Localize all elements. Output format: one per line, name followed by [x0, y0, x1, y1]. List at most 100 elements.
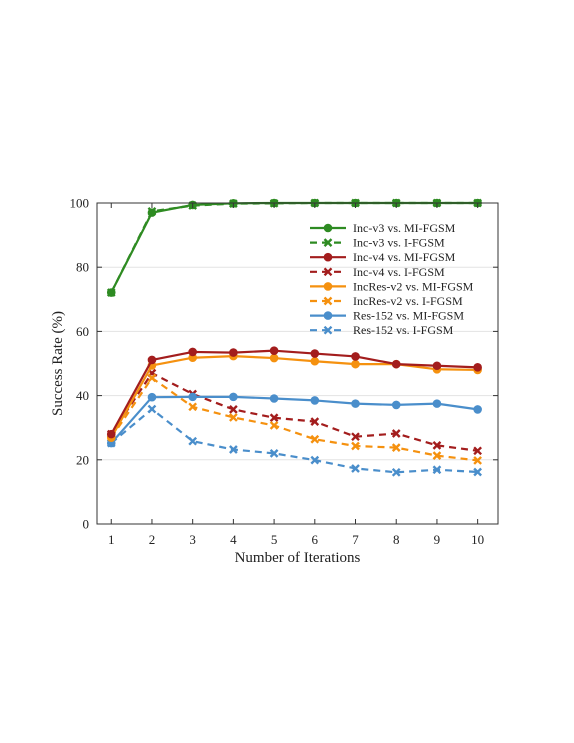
data-point	[106, 288, 116, 297]
data-point	[229, 405, 238, 414]
data-point	[229, 392, 238, 402]
x-tick-label: 2	[149, 532, 156, 547]
data-point	[229, 348, 238, 357]
legend-label: Inc-v4 vs. I-FGSM	[353, 265, 445, 279]
data-point	[391, 467, 401, 477]
legend-label: Inc-v3 vs. I-FGSM	[353, 236, 445, 250]
x-axis-title: Number of Iterations	[235, 550, 361, 566]
data-point	[391, 400, 401, 410]
data-point	[432, 399, 442, 408]
data-point	[310, 455, 320, 465]
data-point	[229, 445, 238, 454]
data-point	[473, 363, 482, 372]
y-axis-title: Success Rate (%)	[50, 311, 66, 416]
x-tick-label: 3	[189, 532, 196, 547]
data-point	[269, 353, 279, 363]
data-point	[310, 434, 320, 444]
data-point	[188, 436, 198, 446]
series-line	[110, 407, 478, 474]
y-tick-label: 40	[76, 388, 89, 403]
legend-entry: Res-152 vs. I-FGSM	[310, 323, 454, 337]
data-point	[188, 392, 197, 402]
series-3	[106, 346, 482, 439]
legend-marker	[323, 311, 333, 320]
series-line	[110, 395, 478, 444]
data-point	[391, 443, 401, 452]
legend-label: Res-152 vs. I-FGSM	[353, 323, 454, 337]
legend-entry: Inc-v3 vs. I-FGSM	[310, 236, 445, 250]
y-tick-label: 20	[76, 452, 89, 467]
legend-marker	[323, 282, 333, 291]
data-point	[351, 352, 360, 361]
axes: 0 20 40 60 80 100 1 2 3 4 5 6 7 8 9 10	[70, 196, 498, 547]
legend-marker	[323, 325, 333, 335]
x-tick-label: 5	[271, 532, 278, 547]
x-tick-label: 10	[471, 532, 484, 547]
data-point	[473, 467, 482, 477]
x-tick-label: 4	[230, 532, 237, 547]
x-tick-label: 1	[108, 532, 115, 547]
data-point	[269, 394, 279, 403]
data-point	[351, 464, 360, 473]
data-point	[269, 346, 279, 355]
series-7	[106, 392, 482, 448]
legend-label: IncRes-v2 vs. MI-FGSM	[353, 279, 474, 293]
series-line	[110, 376, 478, 462]
legend-entry: IncRes-v2 vs. MI-FGSM	[310, 279, 474, 293]
data-point	[310, 349, 320, 358]
y-tick-label: 100	[70, 196, 90, 211]
data-point	[269, 421, 279, 430]
legend-marker	[323, 296, 333, 306]
data-point	[147, 392, 157, 402]
legend-entry: Inc-v4 vs. I-FGSM	[310, 265, 445, 279]
data-point	[229, 413, 238, 422]
legend-marker	[323, 238, 333, 247]
legend-entry: Res-152 vs. MI-FGSM	[310, 309, 464, 323]
data-point	[473, 446, 482, 456]
legend-entry: IncRes-v2 vs. I-FGSM	[310, 294, 463, 308]
data-point	[351, 399, 360, 408]
series-4	[106, 368, 482, 456]
legend-label: Res-152 vs. MI-FGSM	[353, 309, 464, 323]
data-point	[473, 456, 482, 465]
legend-marker	[323, 252, 333, 262]
series-line	[110, 349, 478, 435]
data-point	[432, 361, 442, 371]
series-line	[110, 355, 478, 439]
legend-marker	[323, 267, 333, 277]
data-point	[147, 373, 157, 383]
grid-lines	[97, 266, 498, 461]
y-tick-label: 60	[76, 324, 89, 339]
data-point	[147, 355, 157, 365]
data-point	[351, 432, 360, 442]
data-point	[147, 208, 157, 217]
data-point	[310, 396, 320, 405]
x-tick-label: 8	[393, 532, 400, 547]
data-point	[351, 441, 360, 451]
plot-frame	[96, 202, 499, 525]
data-point	[188, 347, 197, 357]
legend-entry: Inc-v3 vs. MI-FGSM	[310, 221, 456, 235]
x-tick-label: 6	[312, 532, 319, 547]
data-point	[188, 402, 198, 412]
x-tick-label: 7	[352, 532, 359, 547]
data-point	[391, 429, 401, 438]
data-point	[391, 359, 401, 369]
data-point	[432, 451, 442, 460]
legend-label: Inc-v4 vs. MI-FGSM	[353, 250, 456, 264]
data-point	[269, 449, 279, 458]
data-point	[147, 404, 157, 414]
y-tick-label: 0	[83, 517, 90, 532]
legend-marker	[323, 223, 333, 233]
data-point	[106, 429, 116, 439]
y-tick-label: 80	[76, 260, 89, 275]
series-6	[106, 373, 482, 465]
legend-entry: Inc-v4 vs. MI-FGSM	[310, 250, 456, 264]
data-point	[432, 465, 442, 475]
data-point	[269, 413, 279, 423]
legend-label: Inc-v3 vs. MI-FGSM	[353, 221, 456, 235]
data-point	[310, 417, 320, 426]
data-point	[432, 441, 442, 450]
